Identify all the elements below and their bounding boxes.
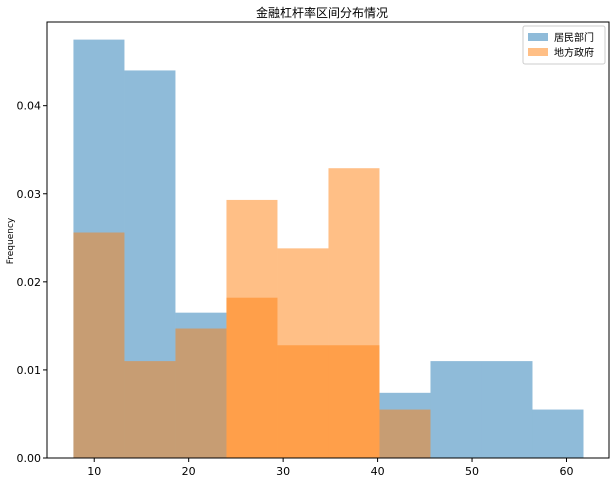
x-axis: 10 20 30 40 50 60 <box>87 458 573 478</box>
legend-swatch <box>528 48 548 56</box>
bar-2-2 <box>124 361 176 458</box>
y-tick-label: 0.02 <box>17 276 42 289</box>
bar-2-7 <box>379 409 431 458</box>
chart-title: 金融杠杆率区间分布情况 <box>256 5 388 20</box>
x-tick-label: 30 <box>276 465 290 478</box>
bar-2-1 <box>73 232 125 458</box>
bar-1-9 <box>481 361 533 458</box>
y-axis-label: Frequency <box>6 217 16 264</box>
bar-3-1 <box>226 199 278 459</box>
bar-3-3 <box>328 168 380 458</box>
legend-label: 居民部门 <box>554 31 594 44</box>
x-tick-label: 40 <box>371 465 385 478</box>
bar-3-2 <box>277 248 329 458</box>
y-tick-label: 0.03 <box>17 188 42 201</box>
plot-frame <box>46 21 610 459</box>
x-tick-label: 50 <box>465 465 479 478</box>
bar-1-10 <box>532 409 584 458</box>
y-tick-label: 0.01 <box>17 364 42 377</box>
x-tick-label: 10 <box>87 465 101 478</box>
y-axis: 0.00 0.01 0.02 0.03 0.04 <box>17 100 47 465</box>
y-tick-label: 0.04 <box>17 100 42 113</box>
y-tick-label: 0.00 <box>17 452 42 465</box>
bar-1-8 <box>430 361 482 458</box>
legend-label: 地方政府 <box>554 46 594 59</box>
bar-2-3 <box>175 328 227 458</box>
legend-swatch <box>528 33 548 41</box>
bars-layer <box>73 39 584 459</box>
x-tick-label: 20 <box>182 465 196 478</box>
x-tick-label: 60 <box>559 465 573 478</box>
